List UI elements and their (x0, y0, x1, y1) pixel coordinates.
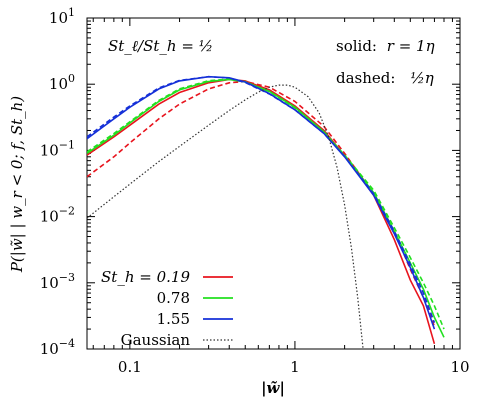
series-line-st-h-0-19-solid (87, 78, 436, 345)
series-line-gaussian-dotted (87, 84, 364, 349)
y-tick-label: 100 (49, 72, 75, 93)
x-axis-label: |w̃| (261, 379, 285, 397)
y-tick-label: 101 (49, 6, 75, 27)
y-tick-label: 10−2 (40, 205, 75, 226)
annotation-solid: solid: r = 1η (336, 37, 435, 55)
x-tick-label: 10 (450, 358, 469, 376)
plot-frame (86, 17, 461, 350)
y-tick-label: 10−1 (40, 138, 75, 159)
legend-label: 1.55 (157, 310, 190, 328)
legend-label: Gaussian (121, 331, 191, 349)
y-tick-label: 10−4 (40, 337, 75, 358)
annotation-ratio: St_ℓ/St_h = ½ (108, 37, 213, 55)
y-tick-label: 10−3 (40, 271, 75, 292)
annotation-dashed: dashed: ½η (336, 69, 434, 87)
legend: St_h = 0.19 0.78 1.55 Gaussian (101, 268, 233, 349)
y-axis-label: P(|w̃| | w_r < 0; f, St_h) (8, 96, 26, 273)
legend-label: St_h = 0.19 (101, 268, 190, 286)
x-tick-label: 0.1 (118, 358, 142, 376)
series-layer (87, 75, 445, 349)
axis-ticks: 0.1 1 10 10−4 10−3 10−2 10−1 100 101 (40, 6, 470, 376)
x-tick-label: 1 (290, 358, 300, 376)
series-line-1-55-dashed (87, 75, 436, 323)
legend-label: 0.78 (157, 289, 190, 307)
series-line-0-78-dashed (87, 78, 445, 330)
